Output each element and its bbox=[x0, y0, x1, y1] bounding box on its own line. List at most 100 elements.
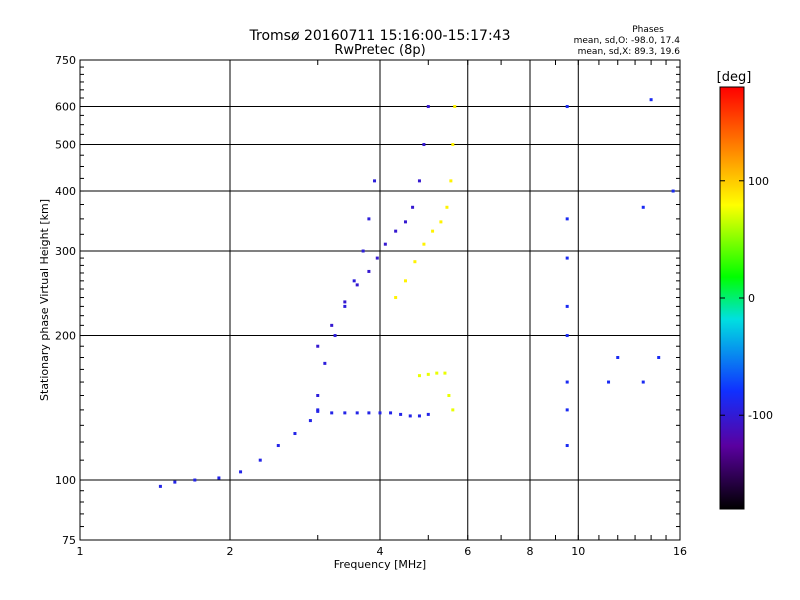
data-point bbox=[355, 283, 359, 287]
data-point bbox=[383, 242, 387, 246]
y-axis-label: Stationary phase Virtual Height [km] bbox=[38, 199, 51, 401]
data-point bbox=[641, 380, 645, 384]
data-point bbox=[330, 411, 334, 415]
grid bbox=[79, 59, 681, 541]
data-point bbox=[361, 249, 365, 253]
data-point bbox=[316, 394, 320, 398]
data-point bbox=[417, 179, 421, 183]
x-tick-label: 1 bbox=[77, 545, 84, 558]
data-point bbox=[173, 480, 177, 484]
data-point bbox=[439, 220, 443, 224]
y-tick-label: 300 bbox=[55, 245, 76, 258]
data-point bbox=[443, 371, 447, 375]
data-point bbox=[422, 143, 426, 147]
data-point bbox=[193, 478, 197, 482]
data-point bbox=[451, 143, 455, 147]
x-tick-label: 4 bbox=[377, 545, 384, 558]
data-point bbox=[671, 189, 675, 193]
stats-title: Phases bbox=[632, 25, 664, 35]
colorbar-label: [deg] bbox=[717, 70, 752, 85]
data-point bbox=[417, 374, 421, 378]
data-point bbox=[316, 344, 320, 348]
data-point bbox=[413, 260, 417, 264]
data-point bbox=[323, 361, 327, 365]
data-point bbox=[426, 372, 430, 376]
colorbar-tick-label: 0 bbox=[748, 292, 755, 305]
data-point bbox=[217, 476, 221, 480]
data-point bbox=[565, 217, 569, 221]
x-tick-label: 10 bbox=[571, 545, 585, 558]
data-point bbox=[417, 414, 421, 418]
data-point bbox=[565, 105, 569, 109]
data-point bbox=[352, 279, 356, 283]
data-point bbox=[449, 179, 453, 183]
colorbar-tick-label: -100 bbox=[748, 409, 773, 422]
y-tick-label: 200 bbox=[55, 330, 76, 343]
data-point bbox=[422, 242, 426, 246]
data-point bbox=[394, 229, 398, 233]
data-point bbox=[355, 411, 359, 415]
y-tick-label: 750 bbox=[55, 54, 76, 67]
data-point bbox=[403, 279, 407, 283]
y-tick-label: 600 bbox=[55, 101, 76, 114]
data-point bbox=[565, 334, 569, 338]
data-point bbox=[333, 334, 337, 338]
data-point bbox=[453, 105, 457, 109]
data-point bbox=[641, 205, 645, 209]
colorbar-ticks: 100 0 -100 bbox=[720, 175, 773, 422]
y-tick-label: 500 bbox=[55, 139, 76, 152]
data-point bbox=[565, 256, 569, 260]
data-point bbox=[316, 409, 320, 413]
y-tick-label: 75 bbox=[62, 534, 76, 547]
data-point bbox=[367, 269, 371, 273]
data-point bbox=[657, 355, 661, 359]
stats-line-o: mean, sd,O: -98.0, 17.4 bbox=[574, 36, 681, 46]
data-point bbox=[375, 256, 379, 260]
data-point bbox=[616, 355, 620, 359]
chart-subtitle: RwPretec (8p) bbox=[334, 43, 425, 58]
data-point bbox=[607, 380, 611, 384]
data-point bbox=[426, 105, 430, 109]
data-point bbox=[649, 98, 653, 102]
axis-ticks: 1 2 4 6 8 10 16 75 100 200 300 400 500 600 750 bbox=[55, 54, 687, 558]
data-point bbox=[389, 411, 393, 415]
data-point bbox=[258, 458, 262, 462]
data-point bbox=[367, 411, 371, 415]
x-axis-label: Frequency [MHz] bbox=[334, 558, 426, 571]
data-point bbox=[239, 470, 243, 474]
x-tick-label: 8 bbox=[527, 545, 534, 558]
data-point bbox=[403, 220, 407, 224]
x-tick-label: 6 bbox=[464, 545, 471, 558]
stats-line-x: mean, sd,X: 89.3, 19.6 bbox=[578, 47, 681, 57]
data-point bbox=[447, 394, 451, 398]
x-tick-label: 16 bbox=[673, 545, 687, 558]
data-point bbox=[399, 412, 403, 416]
data-point bbox=[308, 419, 312, 423]
data-point bbox=[565, 304, 569, 308]
data-point bbox=[343, 300, 347, 304]
data-point bbox=[565, 444, 569, 448]
y-tick-label: 100 bbox=[55, 474, 76, 487]
data-point bbox=[451, 408, 455, 412]
data-point bbox=[343, 411, 347, 415]
data-point bbox=[426, 412, 430, 416]
data-point bbox=[330, 323, 334, 327]
data-point bbox=[367, 217, 371, 221]
data-points bbox=[158, 98, 675, 488]
data-point bbox=[445, 205, 449, 209]
data-point bbox=[158, 484, 162, 488]
data-point bbox=[343, 304, 347, 308]
data-point bbox=[378, 411, 382, 415]
x-tick-label: 2 bbox=[227, 545, 234, 558]
colorbar-tick-label: 100 bbox=[748, 175, 769, 188]
data-point bbox=[411, 205, 415, 209]
data-point bbox=[408, 414, 412, 418]
data-point bbox=[293, 432, 297, 436]
plot-frame bbox=[79, 59, 681, 541]
data-point bbox=[431, 229, 435, 233]
data-point bbox=[394, 296, 398, 300]
data-point bbox=[435, 371, 439, 375]
data-point bbox=[565, 380, 569, 384]
chart-title: Tromsø 20160711 15:16:00-15:17:43 bbox=[249, 28, 511, 44]
